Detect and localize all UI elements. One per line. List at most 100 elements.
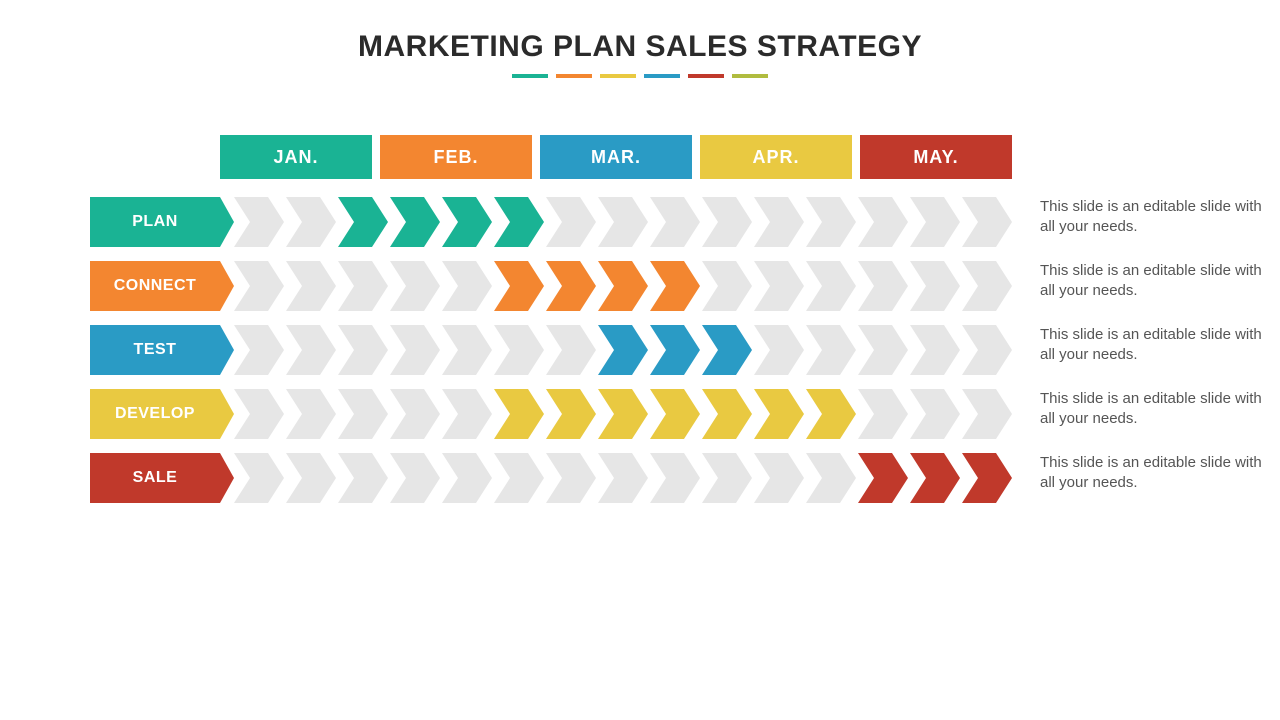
chevron (442, 261, 492, 311)
row-label: PLAN (90, 197, 220, 247)
chevron (442, 197, 492, 247)
chevron (338, 261, 388, 311)
gantt-row: PLAN This slide is an editable slide wit… (90, 197, 1190, 247)
row-label: DEVELOP (90, 389, 220, 439)
chevron (442, 389, 492, 439)
chevron (546, 453, 596, 503)
chevron (494, 389, 544, 439)
row-label-text: PLAN (132, 213, 178, 231)
row-label-text: TEST (134, 341, 177, 359)
chevron (858, 389, 908, 439)
chevron (390, 197, 440, 247)
chevron (702, 261, 752, 311)
chevron (546, 261, 596, 311)
chevron (910, 389, 960, 439)
accent-segment (512, 74, 548, 78)
chevron (442, 453, 492, 503)
chevron (286, 197, 336, 247)
chevron (234, 261, 284, 311)
chevron (390, 453, 440, 503)
chevron (494, 453, 544, 503)
chevron (338, 325, 388, 375)
chevron (650, 197, 700, 247)
chevron (234, 389, 284, 439)
chevron (494, 197, 544, 247)
chevron (390, 261, 440, 311)
gantt-row: DEVELOP This slide is an editable slide … (90, 389, 1190, 439)
chevron (390, 325, 440, 375)
chevron (702, 325, 752, 375)
row-description: This slide is an editable slide with all… (1040, 261, 1270, 302)
chevron (598, 389, 648, 439)
chevron (286, 261, 336, 311)
month-label: APR. (700, 135, 852, 179)
chevron (598, 197, 648, 247)
accent-segment (644, 74, 680, 78)
chevron (650, 453, 700, 503)
chevron (338, 389, 388, 439)
chevron (910, 453, 960, 503)
chevron (806, 261, 856, 311)
chevron (234, 453, 284, 503)
chevron (650, 325, 700, 375)
chevron (650, 261, 700, 311)
chevron-track (234, 389, 1012, 439)
chevron (494, 325, 544, 375)
month-label: FEB. (380, 135, 532, 179)
chevron (234, 325, 284, 375)
chevron (858, 325, 908, 375)
chevron (650, 389, 700, 439)
chevron (806, 453, 856, 503)
chevron (546, 325, 596, 375)
chevron (806, 325, 856, 375)
chevron (858, 197, 908, 247)
chevron (598, 453, 648, 503)
month-label: JAN. (220, 135, 372, 179)
row-label: SALE (90, 453, 220, 503)
chevron (286, 325, 336, 375)
chevron (598, 261, 648, 311)
month-label: MAY. (860, 135, 1012, 179)
chevron (962, 261, 1012, 311)
chevron (858, 453, 908, 503)
chevron (858, 261, 908, 311)
accent-segment (600, 74, 636, 78)
page-title: MARKETING PLAN SALES STRATEGY (0, 0, 1280, 64)
accent-segment (556, 74, 592, 78)
chevron (702, 453, 752, 503)
chevron (598, 325, 648, 375)
chevron (910, 325, 960, 375)
chevron-track (234, 197, 1012, 247)
chevron (806, 197, 856, 247)
chevron (234, 197, 284, 247)
row-description: This slide is an editable slide with all… (1040, 389, 1270, 430)
chevron (286, 389, 336, 439)
chevron (702, 389, 752, 439)
chevron (338, 197, 388, 247)
chevron (962, 389, 1012, 439)
row-label: CONNECT (90, 261, 220, 311)
chevron (286, 453, 336, 503)
chevron (910, 261, 960, 311)
chevron (910, 197, 960, 247)
gantt-chart: JAN.FEB.MAR.APR.MAY. PLAN This slide is … (90, 135, 1190, 503)
chevron (754, 197, 804, 247)
chevron (702, 197, 752, 247)
gantt-row: SALE This slide is an editable slide wit… (90, 453, 1190, 503)
accent-segment (732, 74, 768, 78)
row-description: This slide is an editable slide with all… (1040, 325, 1270, 366)
row-label: TEST (90, 325, 220, 375)
chevron (546, 389, 596, 439)
chevron (754, 261, 804, 311)
chevron-track (234, 261, 1012, 311)
month-header: JAN.FEB.MAR.APR.MAY. (220, 135, 1190, 179)
chevron (806, 389, 856, 439)
chevron (754, 325, 804, 375)
row-label-text: DEVELOP (115, 405, 195, 423)
month-label: MAR. (540, 135, 692, 179)
chevron (754, 453, 804, 503)
chevron (338, 453, 388, 503)
row-description: This slide is an editable slide with all… (1040, 197, 1270, 238)
chevron (754, 389, 804, 439)
chevron (962, 197, 1012, 247)
